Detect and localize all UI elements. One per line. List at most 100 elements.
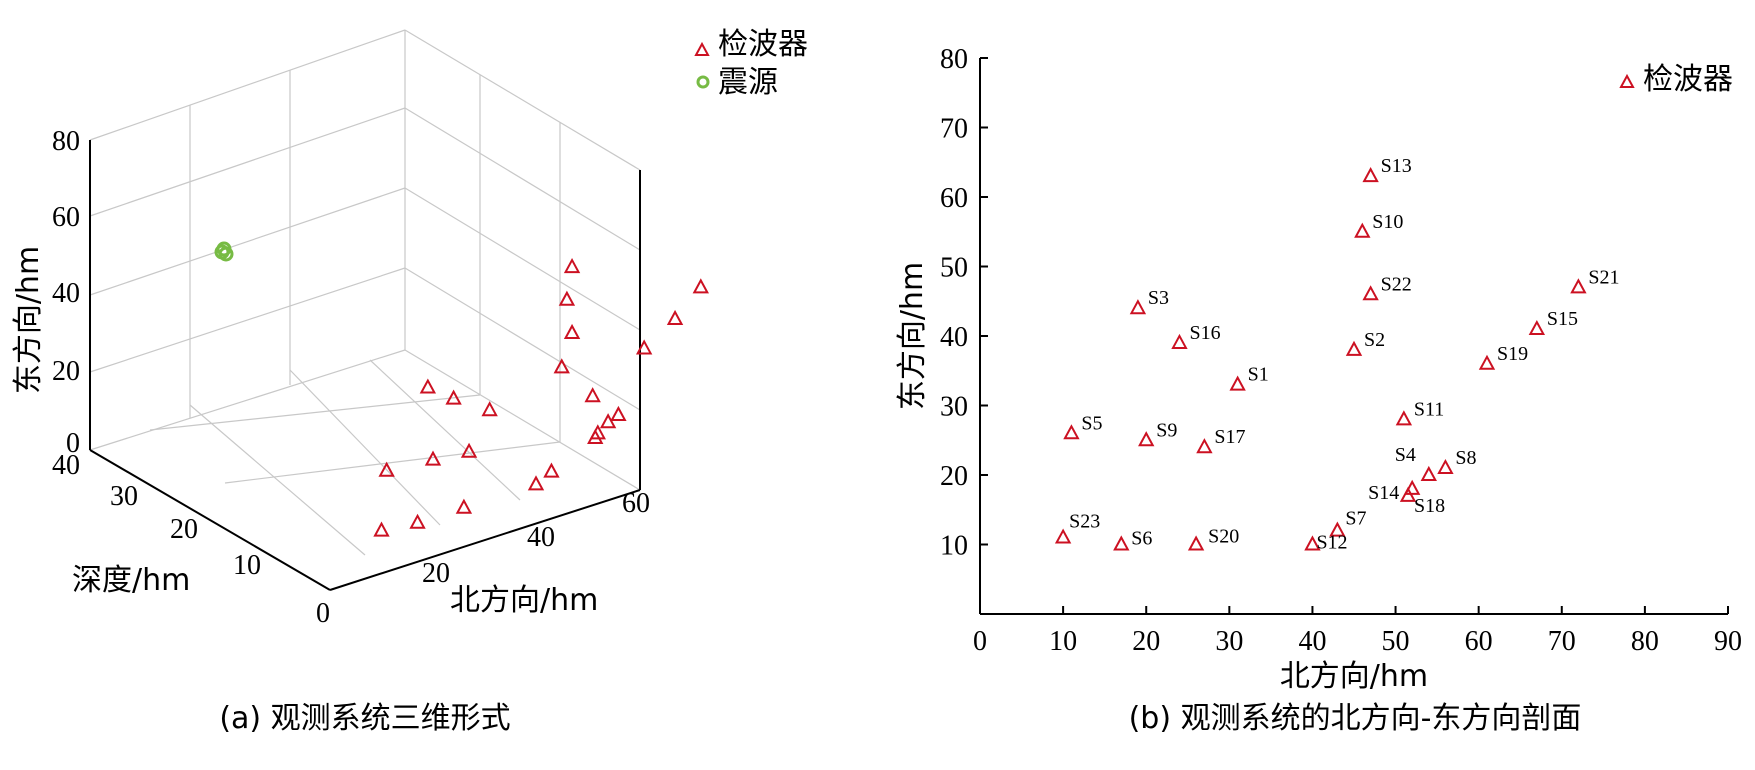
panel-b-points: S1 S2 S3 S4 S5 S6 S7 S8 S9 S10 S11 S12 S13 S14 S15 S16 S…: [1054, 155, 1620, 554]
receiver-label-s4: S4: [1395, 444, 1416, 466]
b-y-tick-label: 30: [940, 392, 968, 423]
receiver-point-s21: [1570, 278, 1587, 294]
receiver-point-s12: [1304, 535, 1321, 551]
b-x-tick-label: 60: [1465, 626, 1493, 657]
receiver-point-s19: [1478, 354, 1496, 370]
receiver-label-s15: S15: [1547, 308, 1578, 330]
b-x-tick-label: 50: [1382, 626, 1410, 657]
receiver-label-s11: S11: [1414, 398, 1444, 420]
a-north-tick-40: 40: [527, 522, 555, 553]
b-x-tick-label: 90: [1714, 626, 1742, 657]
receiver-label-s16: S16: [1189, 322, 1220, 344]
receiver-point-s17: [1196, 438, 1213, 454]
receiver-point-s3: [1129, 299, 1147, 315]
a-east-tick-0: 0: [66, 428, 80, 459]
receiver-point-s5: [1063, 424, 1080, 440]
receiver-point-s14: [1403, 479, 1421, 495]
a-receiver-marker: [543, 462, 560, 478]
receiver-label-s14: S14: [1368, 482, 1399, 504]
panel-a-markers: [214, 241, 709, 537]
receiver-label-s20: S20: [1208, 526, 1239, 548]
receiver-point-s13: [1362, 167, 1379, 183]
a-depth-tick-10: 10: [233, 550, 261, 581]
receiver-point-s9: [1138, 431, 1155, 447]
a-receiver-marker: [635, 339, 653, 355]
a-depth-axis-label: 深度/hm: [72, 563, 190, 598]
a-receiver-marker: [409, 513, 426, 529]
b-legend-receiver-marker: [1619, 73, 1635, 88]
receiver-point-s8: [1437, 458, 1454, 475]
a-receiver-marker: [460, 442, 478, 458]
panel-a-grid: [89, 29, 641, 556]
receiver-label-s5: S5: [1081, 412, 1102, 434]
a-east-tick-60: 60: [52, 202, 80, 233]
receiver-point-s15: [1528, 319, 1546, 336]
a-depth-tick-20: 20: [170, 514, 198, 545]
receiver-label-s8: S8: [1455, 447, 1476, 469]
receiver-label-s1: S1: [1248, 364, 1269, 386]
a-receiver-marker: [419, 378, 437, 394]
receiver-label-s12: S12: [1316, 532, 1347, 554]
receiver-point-s1: [1229, 375, 1246, 391]
a-depth-tick-40: 40: [52, 450, 80, 481]
a-receiver-marker: [553, 358, 570, 374]
b-x-tick-label: 40: [1298, 626, 1326, 657]
receiver-label-s17: S17: [1214, 426, 1245, 448]
b-y-tick-label: 40: [940, 322, 968, 353]
receiver-label-s3: S3: [1148, 287, 1169, 309]
b-y-axis-label: 东方向/hm: [895, 262, 930, 410]
a-north-tick-0: 0: [316, 598, 330, 629]
receiver-label-s18: S18: [1414, 495, 1445, 517]
b-y-tick-label: 70: [940, 114, 968, 145]
legend-source-marker: [696, 75, 710, 89]
panel-b-legend: 检波器: [1619, 62, 1733, 97]
b-x-tick-label: 10: [1049, 626, 1077, 657]
b-legend-receiver-label: 检波器: [1643, 62, 1733, 97]
a-receiver-marker: [666, 309, 684, 326]
panel-b-caption: (b) 观测系统的北方向-东方向剖面: [1129, 701, 1582, 736]
legend-source-label: 震源: [718, 65, 778, 100]
receiver-label-s23: S23: [1069, 511, 1100, 533]
panel-a-legend: 检波器 震源: [694, 27, 808, 100]
a-receiver-marker: [610, 405, 627, 421]
receiver-label-s13: S13: [1381, 155, 1412, 177]
b-y-tick-label: 60: [940, 183, 968, 214]
receiver-point-s11: [1395, 410, 1413, 426]
receiver-label-s9: S9: [1156, 419, 1177, 441]
receiver-point-s20: [1187, 535, 1205, 551]
a-receiver-marker: [558, 290, 576, 306]
receiver-label-s6: S6: [1131, 528, 1152, 550]
a-receiver-marker: [587, 428, 604, 445]
receiver-point-s4: [1420, 465, 1437, 481]
panel-a-caption: (a) 观测系统三维形式: [219, 701, 510, 736]
receiver-label-s7: S7: [1345, 508, 1366, 530]
a-receiver-marker: [481, 401, 498, 417]
a-receiver-marker: [563, 257, 581, 274]
a-receiver-marker: [445, 389, 462, 405]
b-x-tick-label: 0: [973, 626, 987, 657]
receiver-point-s10: [1354, 222, 1371, 238]
a-source-marker: [216, 241, 232, 257]
legend-receiver-label: 检波器: [718, 27, 808, 62]
receiver-label-s2: S2: [1364, 329, 1385, 351]
a-receiver-marker: [599, 413, 617, 429]
a-north-tick-20: 20: [422, 558, 450, 589]
panel-b-plot: 0 10 20 30 40 50 60 70 80 90 10 20 30 40 50 60 70 80 S1 S2…: [940, 44, 1742, 657]
receiver-point-s23: [1054, 528, 1072, 544]
legend-receiver-marker: [694, 41, 710, 56]
a-receiver-marker: [527, 475, 545, 491]
receiver-label-s21: S21: [1588, 266, 1619, 288]
a-east-tick-40: 40: [52, 278, 80, 309]
a-east-tick-20: 20: [52, 356, 80, 387]
a-receiver-marker: [424, 450, 442, 466]
receiver-label-s19: S19: [1497, 343, 1528, 365]
b-x-tick-label: 20: [1132, 626, 1160, 657]
receiver-point-s7: [1329, 521, 1346, 537]
receiver-point-s18: [1399, 486, 1417, 502]
receiver-point-s2: [1345, 340, 1363, 356]
receiver-label-s10: S10: [1372, 211, 1403, 233]
panel-a-3d-plot: [89, 29, 709, 591]
receiver-point-s6: [1113, 535, 1130, 551]
a-receiver-marker: [373, 521, 390, 537]
a-receiver-marker: [692, 278, 709, 294]
